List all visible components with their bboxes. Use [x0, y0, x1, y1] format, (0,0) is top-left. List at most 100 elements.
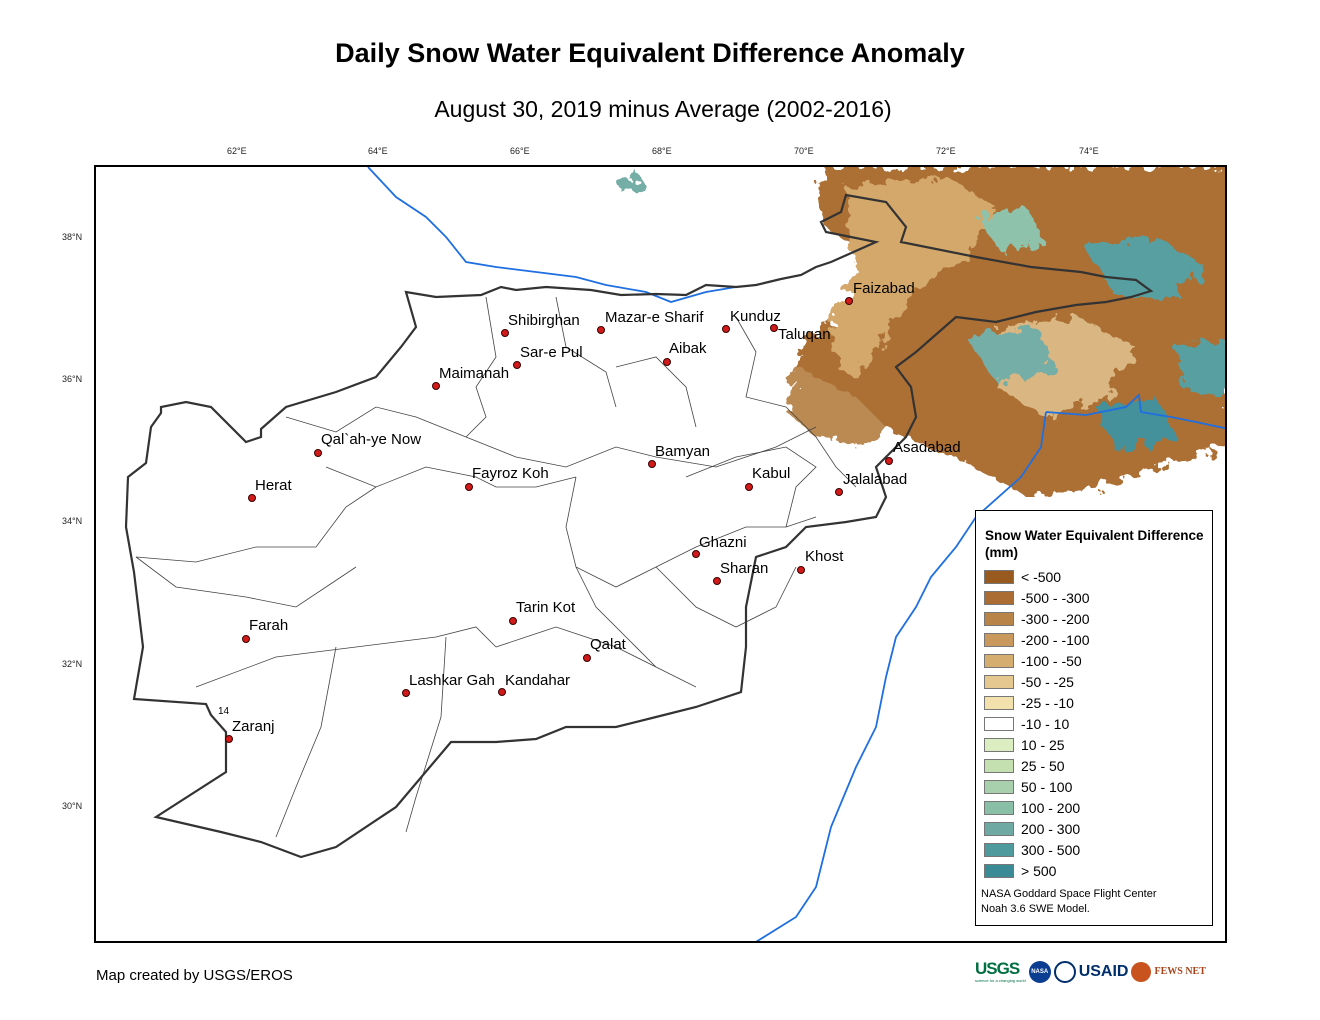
city-markers — [225, 297, 893, 743]
legend-swatch — [984, 611, 1014, 626]
legend-label: 10 - 25 — [1021, 736, 1065, 753]
city-marker-asadabad[interactable] — [885, 457, 893, 465]
province-line — [575, 566, 657, 668]
city-marker-jalalabad[interactable] — [835, 488, 843, 496]
legend-swatch — [984, 716, 1014, 731]
lon-tick-64: 64°E — [368, 146, 388, 156]
city-label-sar-e-pul: Sar-e Pul — [520, 344, 583, 361]
legend-item: 50 - 100 — [984, 776, 1072, 797]
city-label-bamyan: Bamyan — [655, 443, 711, 460]
legend: Snow Water Equivalent Difference (mm) < … — [975, 510, 1213, 926]
city-marker-bamyan[interactable] — [648, 460, 656, 468]
city-marker-qalat[interactable] — [583, 654, 591, 662]
legend-swatch — [984, 653, 1014, 668]
fews-net-logo[interactable]: FEWS NET — [1154, 966, 1206, 977]
legend-item: 300 - 500 — [984, 839, 1080, 860]
map-annotation: 14 — [218, 706, 230, 717]
province-line — [615, 356, 697, 428]
province-line — [405, 636, 447, 833]
raster-small-patch — [616, 175, 644, 192]
city-marker-herat[interactable] — [248, 494, 256, 502]
nasa-logo[interactable]: NASA — [1028, 960, 1051, 983]
city-label-kabul: Kabul — [752, 465, 791, 482]
city-label-maimanah: Maimanah — [439, 365, 510, 382]
blue-boundaries — [367, 167, 1225, 941]
city-marker-khost[interactable] — [797, 566, 805, 574]
usaid-seal-icon — [1053, 960, 1076, 983]
legend-label: -500 - -300 — [1021, 589, 1090, 606]
city-marker-tarin-kot[interactable] — [509, 617, 517, 625]
city-marker-kandahar[interactable] — [498, 688, 506, 696]
logo-strip: USGS science for a changing world NASA U… — [975, 960, 1206, 984]
legend-label: > 500 — [1021, 862, 1057, 879]
city-marker-ghazni[interactable] — [692, 550, 700, 558]
raster-brown-south — [786, 367, 886, 447]
legend-item: > 500 — [984, 860, 1056, 881]
legend-label: 300 - 500 — [1021, 841, 1081, 858]
legend-swatch — [984, 569, 1014, 584]
city-marker-taluqan[interactable] — [770, 324, 778, 332]
legend-label: -100 - -50 — [1021, 652, 1082, 669]
city-marker-faizabad[interactable] — [845, 297, 853, 305]
raster-tan-ne — [831, 177, 996, 377]
legend-item: -300 - -200 — [984, 608, 1089, 629]
snow-anomaly-raster — [616, 167, 1225, 497]
city-marker-aibak[interactable] — [663, 358, 671, 366]
city-marker-farah[interactable] — [242, 635, 250, 643]
legend-item: -500 - -300 — [984, 587, 1089, 608]
city-label-zaranj: Zaranj — [232, 718, 275, 735]
city-marker-mazar-e-sharif[interactable] — [597, 326, 605, 334]
city-marker-fayroz-koh[interactable] — [465, 483, 473, 491]
city-marker-sar-e-pul[interactable] — [513, 361, 521, 369]
lon-tick-72: 72°E — [936, 146, 956, 156]
legend-label: 25 - 50 — [1021, 757, 1065, 774]
province-line — [735, 316, 787, 408]
city-label-mazar-e-sharif: Mazar-e Sharif — [605, 309, 704, 326]
legend-swatch — [984, 674, 1014, 689]
city-marker-kunduz[interactable] — [722, 325, 730, 333]
city-marker-kabul[interactable] — [745, 483, 753, 491]
legend-swatch — [984, 758, 1014, 773]
lat-tick-38: 38°N — [62, 232, 83, 242]
city-marker-qal-ah-ye-now[interactable] — [314, 449, 322, 457]
legend-swatch — [984, 737, 1014, 752]
province-boundaries — [135, 296, 857, 838]
province-line — [565, 476, 817, 588]
city-label-ghazni: Ghazni — [699, 534, 747, 551]
legend-swatch — [984, 863, 1014, 878]
legend-swatch — [984, 821, 1014, 836]
city-marker-sharan[interactable] — [713, 577, 721, 585]
footer-credit: Map created by USGS/EROS — [96, 967, 293, 984]
lon-tick-66: 66°E — [510, 146, 530, 156]
city-marker-lashkar-gah[interactable] — [402, 689, 410, 697]
province-line — [135, 486, 377, 563]
city-marker-maimanah[interactable] — [432, 382, 440, 390]
usgs-logo[interactable]: USGS science for a changing world — [975, 960, 1026, 984]
legend-label: 200 - 300 — [1021, 820, 1081, 837]
lon-tick-70: 70°E — [794, 146, 814, 156]
city-label-qalat: Qalat — [590, 636, 626, 653]
usaid-logo[interactable]: USAID — [1078, 962, 1129, 980]
legend-swatch — [984, 779, 1014, 794]
province-line — [555, 296, 617, 408]
city-marker-shibirghan[interactable] — [501, 329, 509, 337]
legend-title: Snow Water Equivalent Difference (mm) — [985, 528, 1204, 560]
amu-darya-line — [367, 167, 737, 303]
province-line — [465, 296, 497, 438]
legend-item: -100 - -50 — [984, 650, 1082, 671]
raster-teal-3 — [1096, 397, 1176, 452]
city-marker-zaranj[interactable] — [225, 735, 233, 743]
city-label-aibak: Aibak — [669, 340, 707, 357]
legend-swatch — [984, 590, 1014, 605]
city-label-fayroz-koh: Fayroz Koh — [472, 465, 549, 482]
lon-tick-68: 68°E — [652, 146, 672, 156]
legend-swatch — [984, 632, 1014, 647]
map-canvas — [124, 167, 1225, 941]
lat-tick-32: 32°N — [62, 659, 83, 669]
legend-label: -25 - -10 — [1021, 694, 1074, 711]
province-line — [275, 646, 337, 838]
province-line — [135, 556, 357, 608]
lon-tick-62: 62°E — [227, 146, 247, 156]
province-line — [685, 446, 817, 528]
legend-item: -10 - 10 — [984, 713, 1069, 734]
